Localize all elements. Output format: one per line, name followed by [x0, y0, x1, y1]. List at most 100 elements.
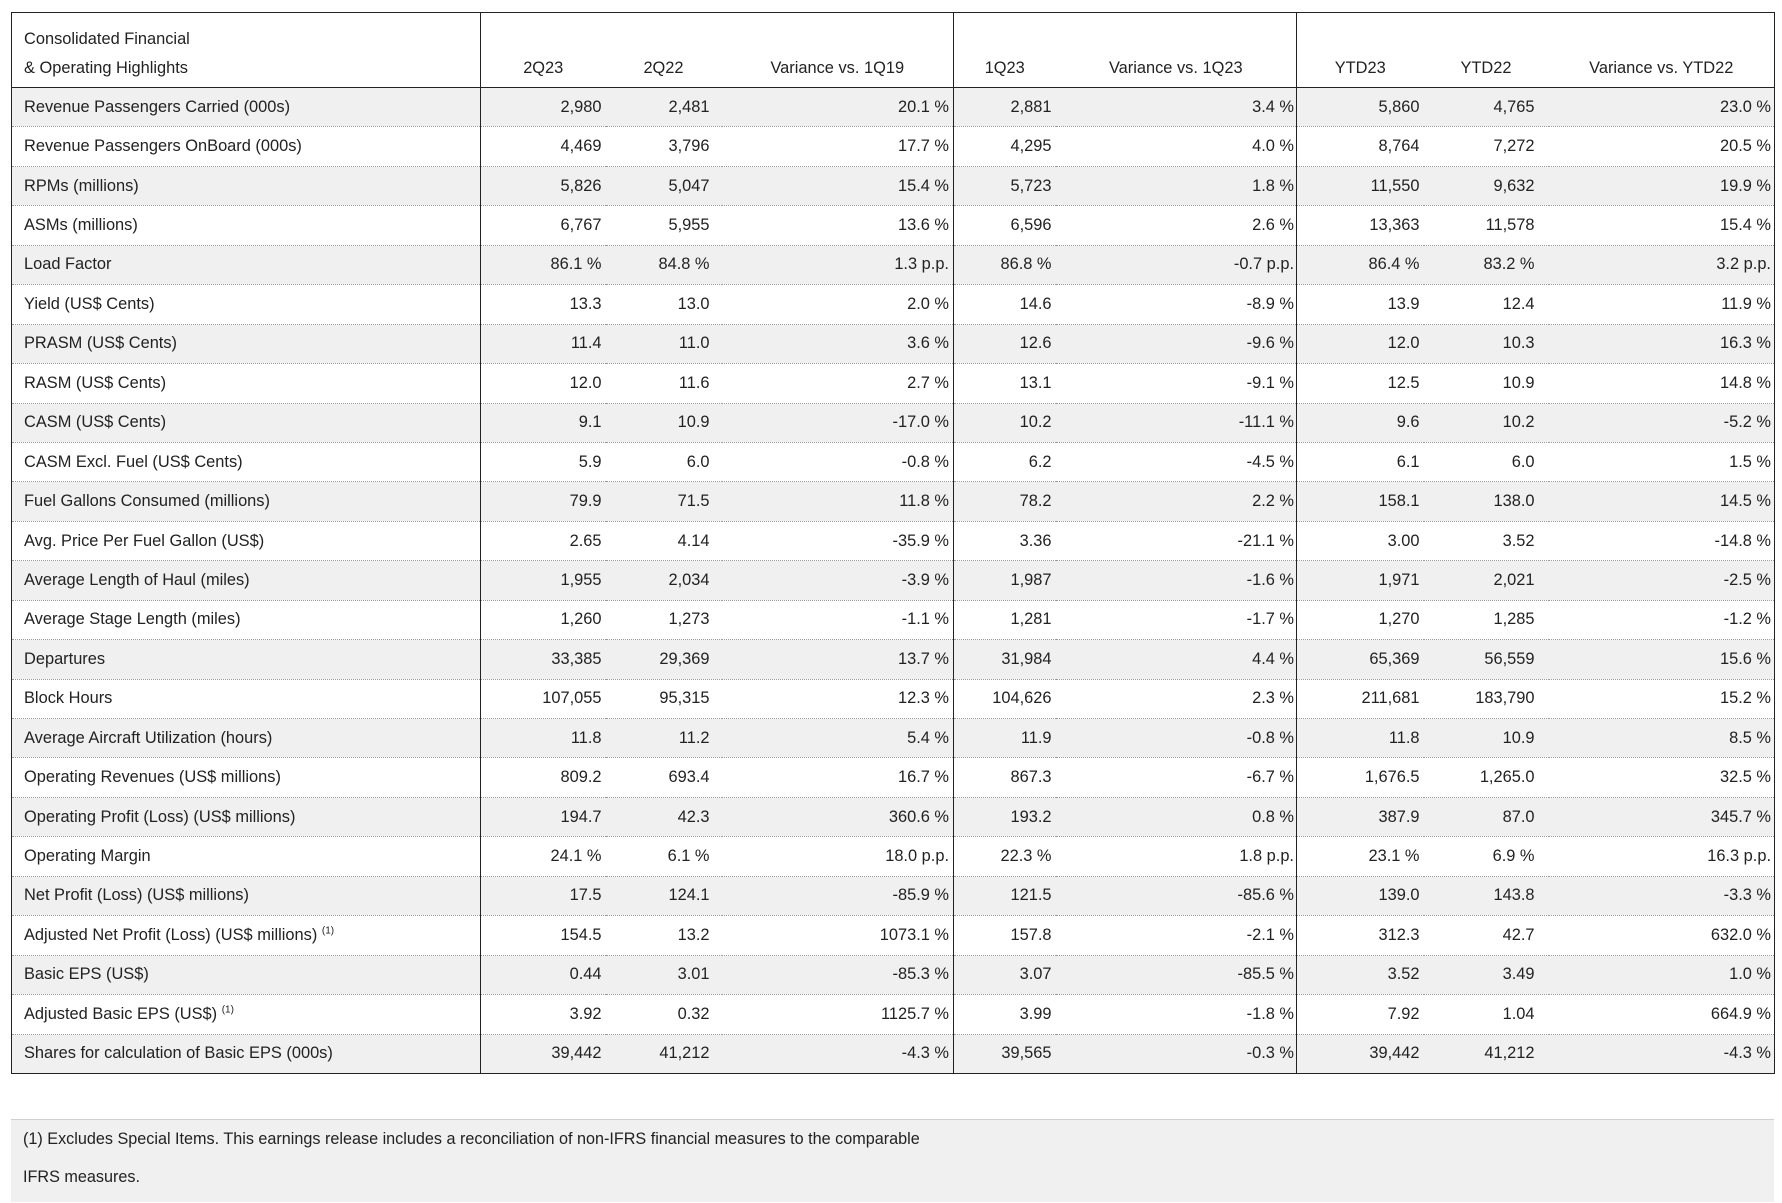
table-cell: 12.0 — [480, 363, 606, 404]
table-cell: 664.9 % — [1548, 994, 1775, 1035]
table-cell: 5,826 — [480, 166, 606, 207]
table-cell: 4,469 — [480, 126, 606, 167]
table-cell: 10.9 — [605, 403, 722, 443]
table-cell: 3.07 — [953, 955, 1056, 996]
table-row: CASM (US$ Cents) 9.1 10.9 -17.0 % 10.2 -11.1 … — [11, 403, 1775, 443]
row-label-text: Revenue Passengers Carried (000s) — [24, 97, 291, 116]
table-cell: 15.4 % — [721, 166, 954, 207]
row-label-text: Revenue Passengers OnBoard (000s) — [24, 137, 302, 156]
row-label: Operating Profit (Loss) (US$ millions) — [11, 797, 481, 838]
table-cell: 22.3 % — [953, 836, 1056, 877]
table-cell: 20.1 % — [721, 87, 954, 128]
row-label: Operating Margin — [11, 836, 481, 877]
table-cell: 1,987 — [953, 560, 1056, 601]
table-cell: 4.4 % — [1055, 639, 1297, 680]
table-cell: 1125.7 % — [721, 994, 954, 1035]
table-cell: 3.4 % — [1055, 87, 1297, 128]
table-row: Adjusted Basic EPS (US$) (1) 3.92 0.32 1125… — [11, 994, 1775, 1035]
table-cell: 12.4 — [1423, 284, 1549, 325]
table-row: Departures 33,385 29,369 13.7 % 31,984 4.4 % 6… — [11, 639, 1775, 680]
table-cell: 1,273 — [605, 600, 722, 641]
row-label: ASMs (millions) — [11, 205, 481, 246]
table-cell: 41,212 — [1423, 1034, 1549, 1074]
table-cell: 3.52 — [1296, 955, 1424, 996]
row-label: Adjusted Net Profit (Loss) (US$ millions… — [11, 915, 481, 956]
row-label-text: Average Stage Length (miles) — [24, 610, 241, 629]
table-cell: -1.8 % — [1055, 994, 1297, 1035]
table-cell: 2.7 % — [721, 363, 954, 404]
table-cell: 84.8 % — [605, 245, 722, 286]
table-row: Block Hours 107,055 95,315 12.3 % 104,626 2.3… — [11, 679, 1775, 720]
row-label: PRASM (US$ Cents) — [11, 324, 481, 365]
row-label: Average Aircraft Utilization (hours) — [11, 718, 481, 759]
table-cell: 4.0 % — [1055, 126, 1297, 167]
column-header-variance-1q19: Variance vs. 1Q19 — [721, 49, 954, 88]
table-cell: 12.6 — [953, 324, 1056, 365]
table-cell: 360.6 % — [721, 797, 954, 838]
table-cell: 3.49 — [1423, 955, 1549, 996]
row-label-text: Operating Revenues (US$ millions) — [24, 768, 281, 787]
table-cell: 4.14 — [605, 521, 722, 562]
table-cell: 56,559 — [1423, 639, 1549, 680]
row-label: Adjusted Basic EPS (US$) (1) — [11, 994, 481, 1035]
table-cell: 2,481 — [605, 87, 722, 128]
table-cell: 139.0 — [1296, 876, 1424, 917]
table-cell: 5.4 % — [721, 718, 954, 759]
table-cell: 11,550 — [1296, 166, 1424, 207]
table-cell: 78.2 — [953, 481, 1056, 522]
table-cell: 124.1 — [605, 876, 722, 917]
table-cell: -5.2 % — [1548, 403, 1775, 443]
table-cell: 1,281 — [953, 600, 1056, 641]
row-label: Operating Revenues (US$ millions) — [11, 757, 481, 798]
table-cell: 11.0 — [605, 324, 722, 365]
row-label-text: Adjusted Basic EPS (US$) — [24, 1004, 218, 1023]
table-cell: 3.36 — [953, 521, 1056, 562]
table-cell: 4,765 — [1423, 87, 1549, 128]
table-cell: 15.6 % — [1548, 639, 1775, 680]
table-cell: 2,980 — [480, 87, 606, 128]
table-cell: 12.3 % — [721, 679, 954, 720]
table-cell: 632.0 % — [1548, 915, 1775, 956]
table-row: Operating Profit (Loss) (US$ millions) 19… — [11, 797, 1775, 838]
table-cell: 387.9 — [1296, 797, 1424, 838]
row-label-text: Fuel Gallons Consumed (millions) — [24, 492, 270, 511]
table-cell: 11.8 — [480, 718, 606, 759]
table-cell: 5,047 — [605, 166, 722, 207]
table-cell: 11.4 — [480, 324, 606, 365]
column-header-ytd22: YTD22 — [1423, 49, 1549, 88]
table-cell: 10.2 — [953, 403, 1056, 443]
table-row: Average Aircraft Utilization (hours) 11.8… — [11, 718, 1775, 759]
table-cell: 3.99 — [953, 994, 1056, 1035]
table-cell: 14.5 % — [1548, 481, 1775, 522]
table-cell: 3.01 — [605, 955, 722, 996]
table-row: Revenue Passengers Carried (000s) 2,980 2,… — [11, 87, 1775, 128]
table-cell: 11.8 — [1296, 718, 1424, 759]
table-cell: 10.9 — [1423, 718, 1549, 759]
row-label: Average Length of Haul (miles) — [11, 560, 481, 601]
table-cell: 42.7 — [1423, 915, 1549, 956]
header-row-top: Consolidated Financial — [11, 12, 1775, 49]
table-cell: 11.2 — [605, 718, 722, 759]
table-row: ASMs (millions) 6,767 5,955 13.6 % 6,596 2.6 … — [11, 205, 1775, 246]
table-cell: 1.8 % — [1055, 166, 1297, 207]
row-label: Basic EPS (US$) — [11, 955, 481, 996]
table-cell: 1,955 — [480, 560, 606, 601]
table-cell: -4.3 % — [721, 1034, 954, 1074]
table-cell: 6.0 — [1423, 442, 1549, 483]
table-cell: 1,260 — [480, 600, 606, 641]
table-cell: 11.8 % — [721, 481, 954, 522]
table-cell: -2.1 % — [1055, 915, 1297, 956]
table-cell: 1.8 p.p. — [1055, 836, 1297, 877]
table-cell: 23.0 % — [1548, 87, 1775, 128]
table-cell: -4.5 % — [1055, 442, 1297, 483]
table-cell: 138.0 — [1423, 481, 1549, 522]
row-label: Yield (US$ Cents) — [11, 284, 481, 325]
table-cell: -17.0 % — [721, 403, 954, 443]
table-title-line-1: Consolidated Financial — [11, 12, 481, 49]
table-cell: 193.2 — [953, 797, 1056, 838]
table-cell: 867.3 — [953, 757, 1056, 798]
table-cell: 154.5 — [480, 915, 606, 956]
table-cell: -2.5 % — [1548, 560, 1775, 601]
table-cell: 1.0 % — [1548, 955, 1775, 996]
table-row: Revenue Passengers OnBoard (000s) 4,469 3,… — [11, 126, 1775, 167]
